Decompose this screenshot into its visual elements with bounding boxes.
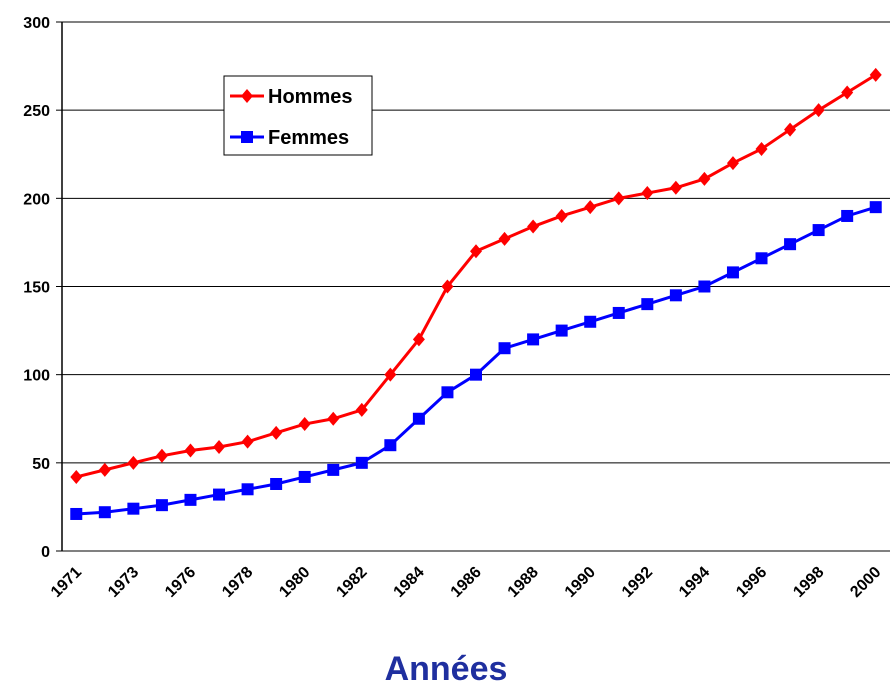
y-tick-label: 150 <box>23 280 50 297</box>
point <box>669 180 682 195</box>
point <box>612 191 625 206</box>
point <box>498 231 511 246</box>
x-tick-label: 1988 <box>505 564 542 601</box>
point <box>213 488 226 501</box>
point <box>527 219 540 234</box>
y-tick-label: 300 <box>23 15 50 32</box>
point <box>584 200 597 215</box>
point <box>355 402 368 417</box>
point <box>241 483 254 496</box>
x-tick-label: 1996 <box>733 564 770 601</box>
x-tick-label: 1998 <box>790 564 827 601</box>
legend-label: Hommes <box>268 86 352 108</box>
point <box>698 280 711 293</box>
point <box>841 85 854 100</box>
point <box>384 439 397 452</box>
x-tick-label: 1984 <box>391 564 428 601</box>
y-tick-label: 200 <box>23 191 50 208</box>
point <box>869 67 882 82</box>
x-tick-label: 1994 <box>676 564 713 601</box>
point <box>98 462 111 477</box>
point <box>726 156 739 171</box>
x-axis-title: Années <box>385 650 508 686</box>
point <box>70 469 83 484</box>
x-tick-label: 1971 <box>48 564 85 601</box>
y-tick-label: 100 <box>23 368 50 385</box>
point <box>755 141 768 156</box>
point <box>98 506 111 519</box>
point <box>155 448 168 463</box>
point <box>584 315 597 328</box>
point <box>641 186 654 201</box>
point <box>270 425 283 440</box>
point <box>555 208 568 223</box>
point <box>669 289 682 302</box>
point <box>498 342 511 355</box>
point <box>726 266 739 279</box>
legend-marker <box>241 131 253 143</box>
point <box>412 412 425 425</box>
point <box>270 477 283 490</box>
legend-marker <box>241 89 253 103</box>
point <box>470 244 482 259</box>
point <box>412 332 425 347</box>
point <box>127 502 140 515</box>
point <box>641 298 654 311</box>
point <box>184 493 197 506</box>
point <box>755 252 768 265</box>
x-tick-label: 1990 <box>562 564 599 601</box>
point <box>155 499 168 512</box>
point <box>213 439 226 454</box>
point <box>298 470 311 483</box>
series-line <box>75 73 877 479</box>
legend-label: Femmes <box>268 127 349 149</box>
y-tick-label: 0 <box>41 544 50 561</box>
point <box>784 122 797 137</box>
x-tick-label: 1973 <box>105 564 142 601</box>
point <box>812 224 825 237</box>
point <box>241 434 254 449</box>
point <box>812 103 825 118</box>
point <box>441 279 454 294</box>
point <box>384 367 397 382</box>
point <box>327 411 340 426</box>
x-tick-label: 1976 <box>162 564 199 601</box>
x-tick-label: 1980 <box>276 564 313 601</box>
x-tick-label: 2000 <box>847 564 884 601</box>
point <box>441 386 454 399</box>
x-tick-label: 1982 <box>333 564 370 601</box>
point <box>784 238 797 251</box>
point <box>612 306 625 319</box>
point <box>70 507 83 520</box>
point <box>355 456 368 469</box>
y-tick-label: 50 <box>32 456 50 473</box>
point <box>555 324 568 337</box>
point <box>869 201 882 214</box>
point <box>698 171 711 186</box>
point <box>127 455 140 470</box>
x-tick-label: 1986 <box>448 564 485 601</box>
point <box>298 417 311 432</box>
x-tick-label: 1992 <box>619 564 656 601</box>
point <box>470 368 482 381</box>
point <box>184 443 197 458</box>
point <box>527 333 540 346</box>
y-tick-label: 250 <box>23 103 50 120</box>
point <box>327 463 340 476</box>
x-tick-label: 1978 <box>219 564 256 601</box>
point <box>841 209 854 222</box>
